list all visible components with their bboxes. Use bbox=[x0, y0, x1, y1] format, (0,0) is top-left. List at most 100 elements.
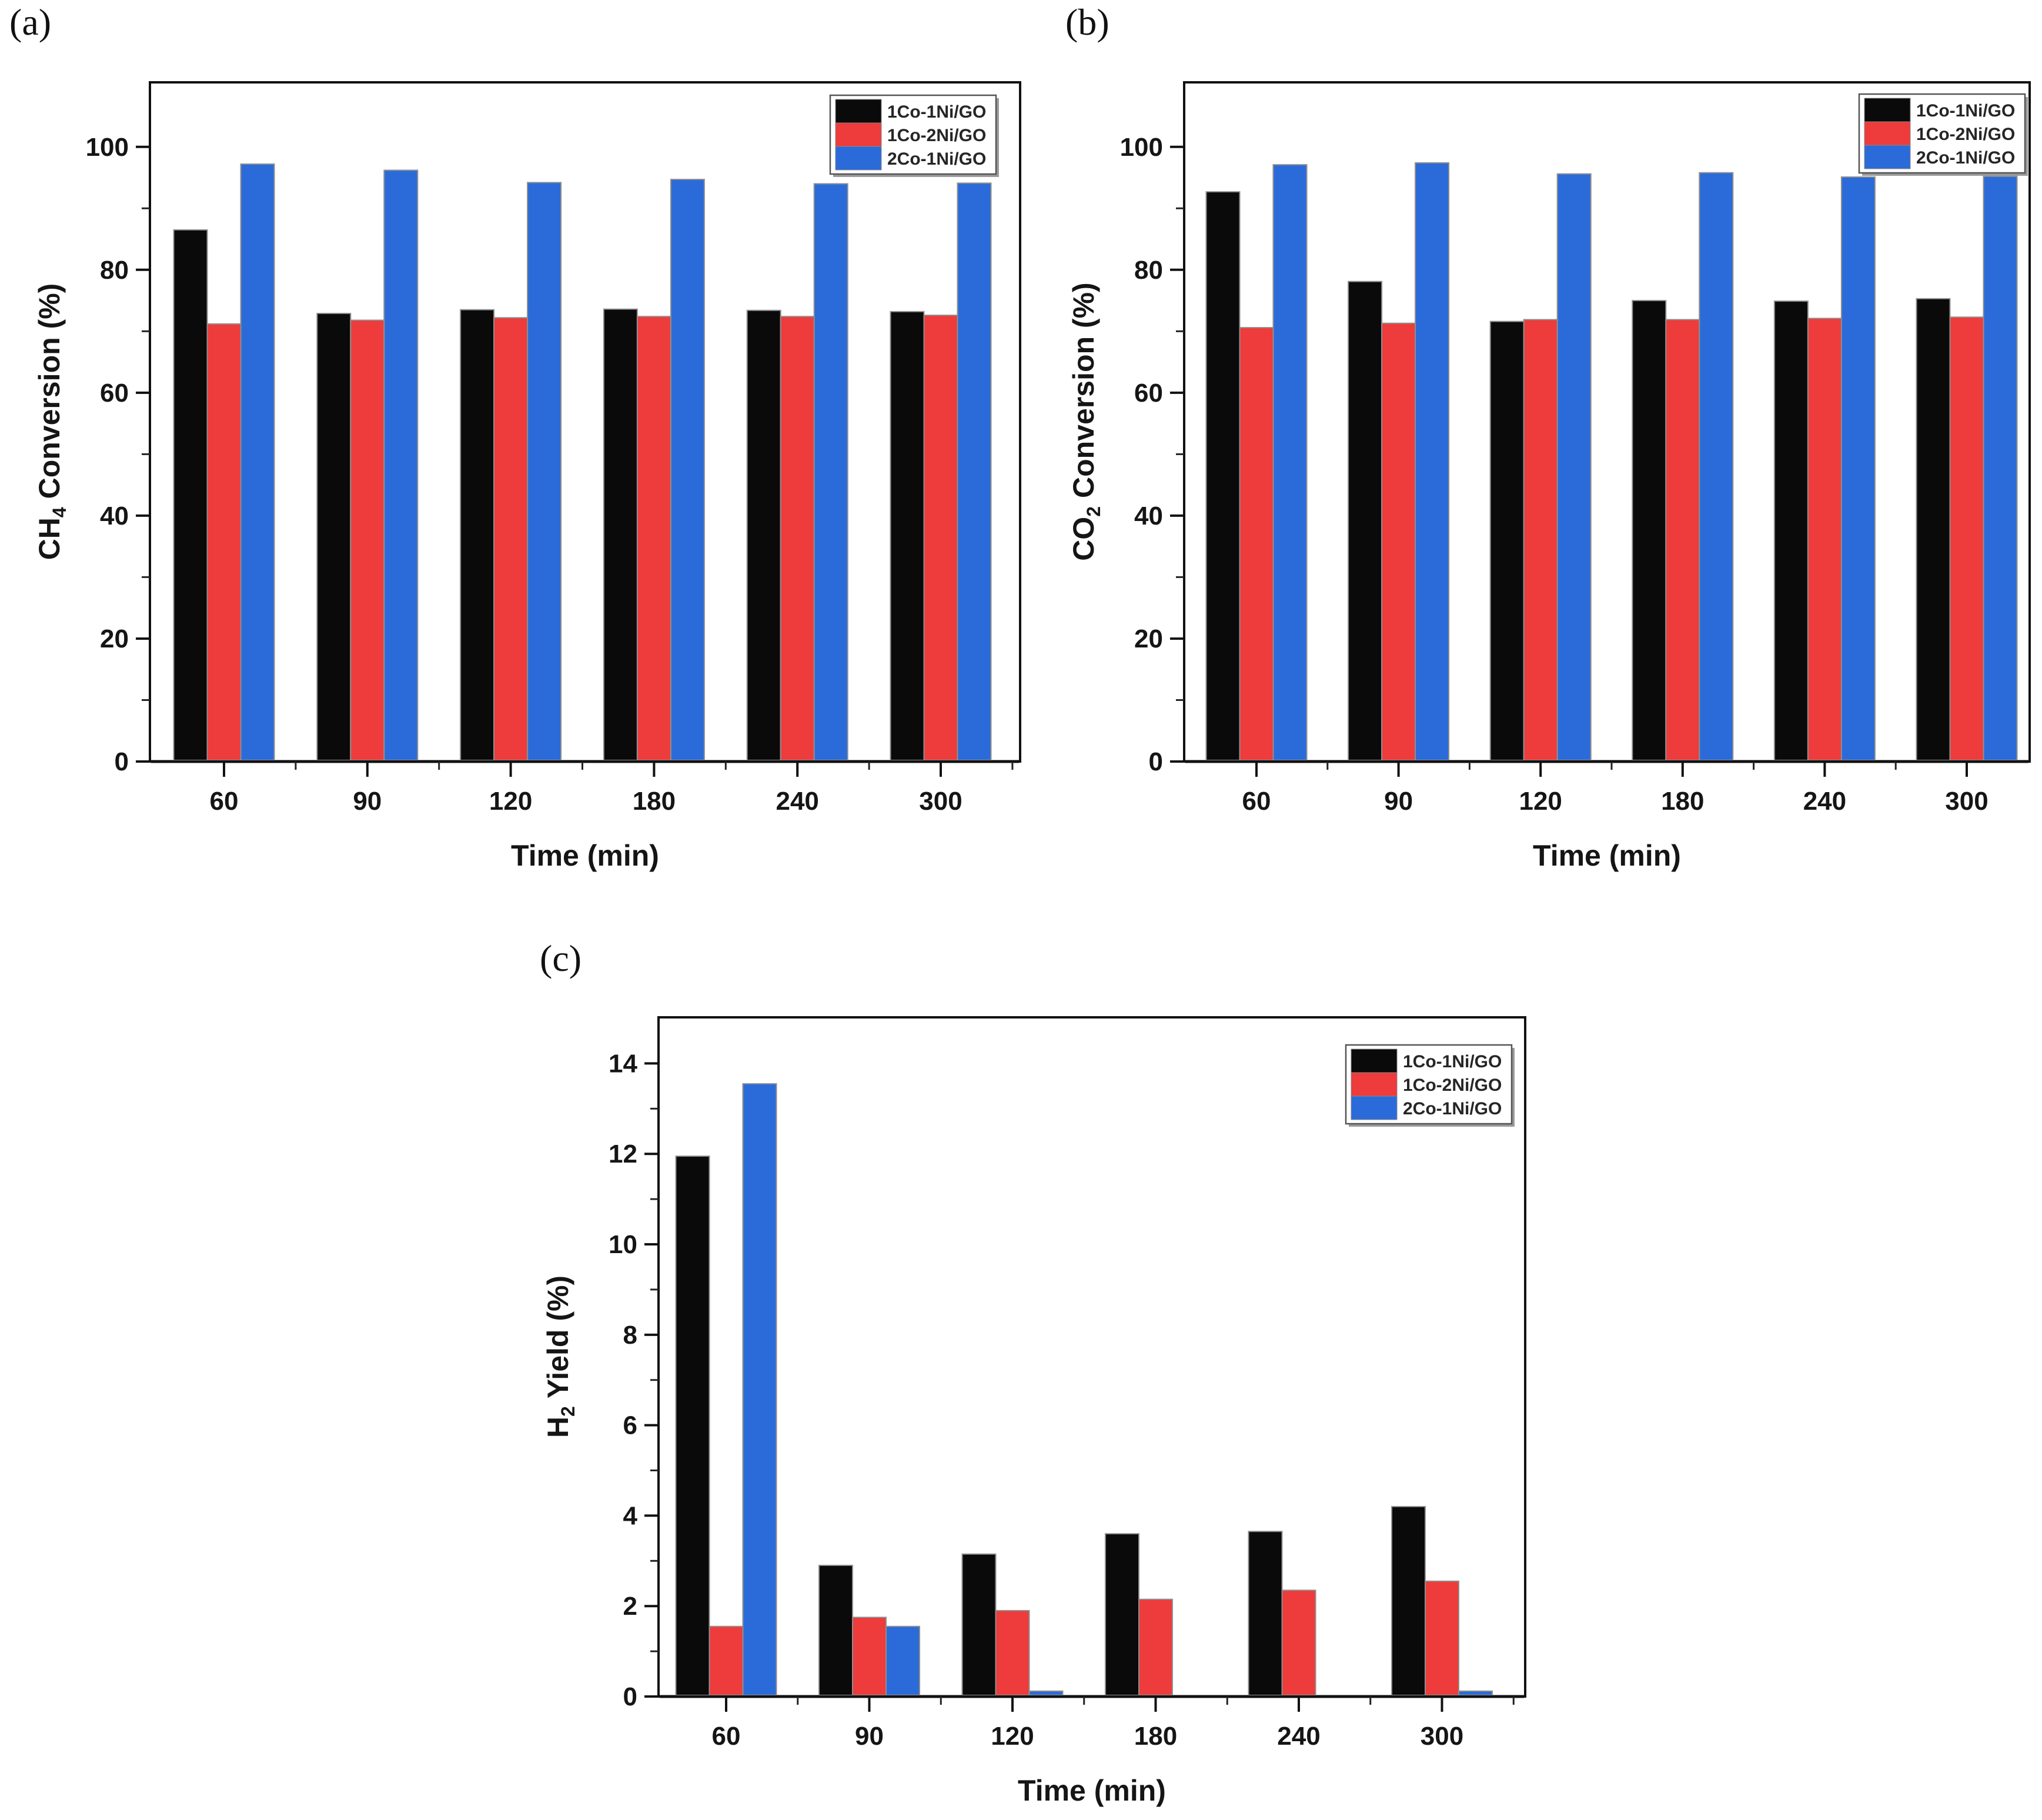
x-tick-label: 90 bbox=[855, 1722, 884, 1751]
legend-label: 2Co-1Ni/GO bbox=[1403, 1099, 1502, 1118]
plot-frame bbox=[1183, 81, 2031, 763]
panel-c-y-axis-title: H2 Yield (%) bbox=[542, 1275, 579, 1438]
bar-1Co-2Ni/GO-60min bbox=[1239, 327, 1274, 762]
bar-1Co-2Ni/GO-90min bbox=[852, 1617, 887, 1697]
y-tick-label: 14 bbox=[609, 1049, 637, 1078]
legend-swatch-1Co-1Ni/GO bbox=[1864, 98, 1911, 122]
y-tick-label: 8 bbox=[623, 1321, 637, 1350]
x-tick-label: 300 bbox=[1945, 787, 1988, 816]
bar-1Co-1Ni/GO-300min bbox=[1916, 298, 1951, 762]
panel-a-x-axis-title: Time (min) bbox=[511, 839, 659, 872]
bar-1Co-2Ni/GO-240min bbox=[780, 316, 815, 762]
legend-swatch-2Co-1Ni/GO bbox=[835, 146, 882, 171]
y-tick-label: 40 bbox=[100, 502, 129, 530]
legend-label: 1Co-2Ni/GO bbox=[887, 126, 986, 145]
bar-2Co-1Ni/GO-120min bbox=[1556, 173, 1592, 762]
bar-1Co-2Ni/GO-180min bbox=[1138, 1598, 1173, 1697]
legend-swatch-2Co-1Ni/GO bbox=[1351, 1096, 1398, 1120]
bar-1Co-2Ni/GO-180min bbox=[1665, 319, 1700, 762]
bar-1Co-1Ni/GO-180min bbox=[603, 308, 638, 762]
y-tick-label: 6 bbox=[623, 1411, 637, 1440]
bar-1Co-1Ni/GO-240min bbox=[1773, 300, 1809, 762]
legend-swatch-1Co-1Ni/GO bbox=[835, 99, 882, 123]
panel-c-label: (c) bbox=[540, 937, 582, 979]
y-tick-label: 100 bbox=[86, 133, 129, 162]
bar-2Co-1Ni/GO-90min bbox=[885, 1625, 920, 1698]
y-tick-label: 80 bbox=[1134, 256, 1163, 285]
bar-1Co-1Ni/GO-180min bbox=[1632, 300, 1667, 763]
y-tick-label: 12 bbox=[609, 1140, 637, 1168]
bar-2Co-1Ni/GO-180min bbox=[670, 179, 705, 763]
legend: 1Co-1Ni/GO 1Co-2Ni/GO 2Co-1Ni/GO bbox=[1858, 93, 2028, 176]
bar-1Co-1Ni/GO-60min bbox=[173, 229, 208, 762]
x-tick-label: 180 bbox=[1134, 1722, 1177, 1751]
bar-2Co-1Ni/GO-300min bbox=[1983, 175, 2018, 762]
bar-1Co-1Ni/GO-300min bbox=[890, 310, 925, 762]
bar-1Co-2Ni/GO-240min bbox=[1807, 318, 1842, 762]
bar-1Co-1Ni/GO-120min bbox=[961, 1553, 997, 1698]
bar-1Co-2Ni/GO-60min bbox=[708, 1625, 744, 1698]
bar-1Co-2Ni/GO-300min bbox=[923, 315, 958, 762]
x-tick-label: 300 bbox=[919, 787, 962, 816]
legend-swatch-1Co-1Ni/GO bbox=[1351, 1048, 1398, 1073]
legend-label: 1Co-1Ni/GO bbox=[1403, 1052, 1502, 1071]
bar-2Co-1Ni/GO-90min bbox=[1415, 162, 1450, 762]
y-tick-label: 10 bbox=[609, 1230, 637, 1259]
bar-1Co-2Ni/GO-240min bbox=[1281, 1589, 1316, 1698]
x-tick-label: 240 bbox=[1803, 787, 1846, 816]
y-tick-label: 80 bbox=[100, 256, 129, 285]
bar-1Co-2Ni/GO-90min bbox=[350, 319, 385, 762]
y-tick-label: 60 bbox=[1134, 379, 1163, 408]
legend-label: 1Co-2Ni/GO bbox=[1403, 1076, 1502, 1095]
bar-1Co-1Ni/GO-240min bbox=[746, 309, 781, 762]
bar-1Co-2Ni/GO-60min bbox=[206, 323, 242, 762]
bar-2Co-1Ni/GO-240min bbox=[813, 183, 848, 762]
x-tick-label: 90 bbox=[353, 787, 382, 816]
x-tick-label: 60 bbox=[1242, 787, 1271, 816]
x-tick-label: 60 bbox=[712, 1722, 741, 1751]
legend-label: 2Co-1Ni/GO bbox=[1916, 148, 2015, 168]
y-tick-label: 0 bbox=[115, 747, 129, 776]
bar-1Co-2Ni/GO-120min bbox=[1523, 319, 1558, 762]
bar-1Co-2Ni/GO-300min bbox=[1425, 1580, 1459, 1697]
x-tick-label: 300 bbox=[1421, 1722, 1463, 1751]
bar-1Co-1Ni/GO-120min bbox=[460, 309, 495, 762]
panel-b-x-axis-title: Time (min) bbox=[1533, 839, 1681, 872]
panel-b-y-axis-title: CO2 Conversion (%) bbox=[1067, 282, 1104, 561]
legend-swatch-1Co-2Ni/GO bbox=[835, 122, 882, 147]
bar-1Co-2Ni/GO-120min bbox=[493, 317, 529, 762]
bar-1Co-1Ni/GO-240min bbox=[1248, 1531, 1283, 1698]
legend: 1Co-1Ni/GO 1Co-2Ni/GO 2Co-1Ni/GO bbox=[1345, 1044, 1515, 1127]
bar-1Co-1Ni/GO-60min bbox=[1205, 191, 1241, 763]
y-tick-label: 4 bbox=[623, 1501, 638, 1530]
legend-label: 2Co-1Ni/GO bbox=[887, 149, 986, 169]
x-tick-label: 240 bbox=[1277, 1722, 1320, 1751]
legend: 1Co-1Ni/GO 1Co-2Ni/GO 2Co-1Ni/GO bbox=[829, 94, 999, 177]
bar-2Co-1Ni/GO-300min bbox=[957, 182, 992, 762]
legend-label: 1Co-1Ni/GO bbox=[1916, 101, 2015, 121]
panel-b-label: (b) bbox=[1065, 1, 1109, 43]
x-tick-label: 90 bbox=[1384, 787, 1413, 816]
legend-swatch-1Co-2Ni/GO bbox=[1864, 121, 1911, 146]
y-tick-label: 0 bbox=[623, 1682, 637, 1711]
x-tick-label: 120 bbox=[991, 1722, 1034, 1751]
bar-2Co-1Ni/GO-120min bbox=[527, 182, 562, 762]
x-tick-label: 180 bbox=[1661, 787, 1704, 816]
bar-2Co-1Ni/GO-60min bbox=[1272, 164, 1308, 763]
bar-2Co-1Ni/GO-90min bbox=[383, 169, 419, 762]
bar-2Co-1Ni/GO-240min bbox=[1840, 176, 1876, 762]
bar-1Co-1Ni/GO-90min bbox=[818, 1565, 853, 1697]
x-tick-label: 240 bbox=[776, 787, 818, 816]
y-tick-label: 20 bbox=[1134, 625, 1163, 653]
bar-2Co-1Ni/GO-180min bbox=[1699, 172, 1734, 762]
y-tick-label: 40 bbox=[1134, 502, 1163, 530]
panel-c-x-axis-title: Time (min) bbox=[1018, 1774, 1166, 1807]
x-tick-label: 120 bbox=[1519, 787, 1562, 816]
x-tick-label: 180 bbox=[633, 787, 676, 816]
legend-swatch-2Co-1Ni/GO bbox=[1864, 145, 1911, 169]
